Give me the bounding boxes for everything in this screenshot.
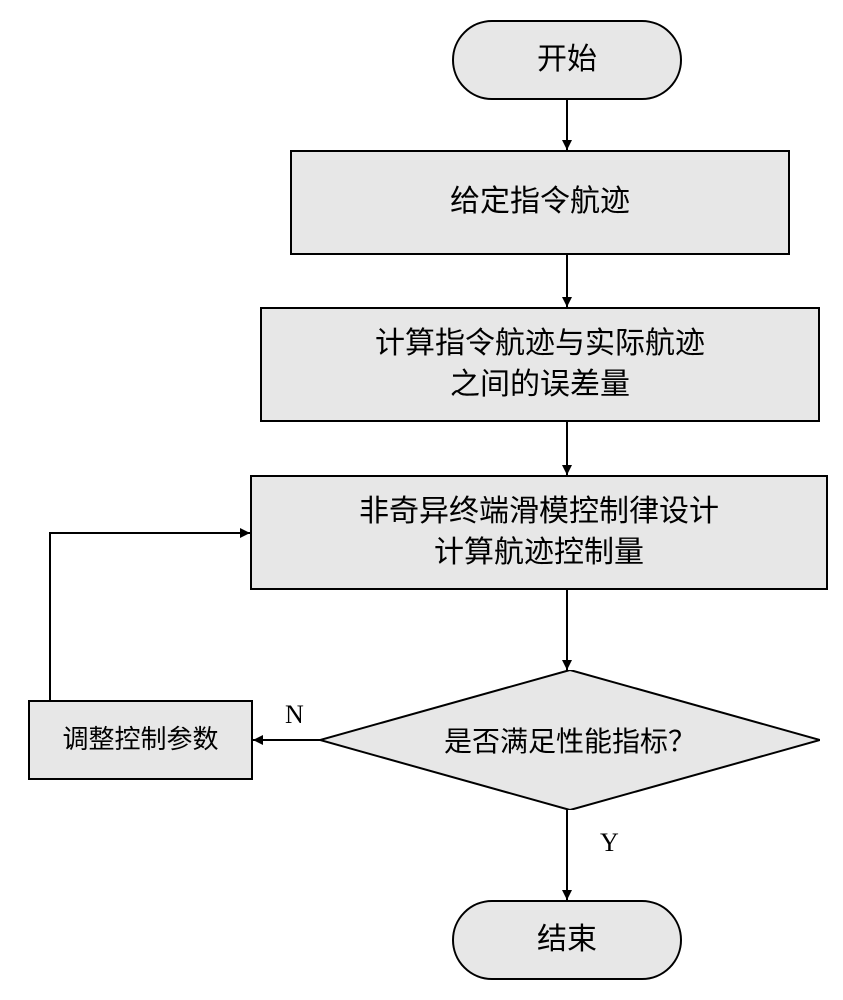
step-given-trajectory-label: 给定指令航迹 (450, 182, 630, 223)
start-label: 开始 (537, 40, 597, 81)
step-control-law-label: 非奇异终端滑模控制律设计计算航迹控制量 (359, 492, 719, 573)
end-label: 结束 (537, 920, 597, 961)
step-adjust-params-label: 调整控制参数 (62, 722, 218, 757)
start-terminator: 开始 (452, 20, 682, 100)
step-compute-error-label: 计算指令航迹与实际航迹之间的误差量 (375, 324, 705, 405)
end-terminator: 结束 (452, 900, 682, 980)
decision-label-text: 是否满足性能指标？ (444, 720, 696, 760)
decision-performance: 是否满足性能指标？ (320, 670, 820, 810)
step-given-trajectory: 给定指令航迹 (290, 150, 790, 255)
step-adjust-params: 调整控制参数 (28, 700, 253, 780)
flowchart-canvas: 开始 给定指令航迹 计算指令航迹与实际航迹之间的误差量 非奇异终端滑模控制律设计… (0, 0, 843, 1000)
step-compute-error: 计算指令航迹与实际航迹之间的误差量 (260, 307, 820, 422)
step-control-law: 非奇异终端滑模控制律设计计算航迹控制量 (250, 475, 828, 590)
edge-label-yes: Y (600, 828, 619, 858)
edge-label-no: N (285, 700, 304, 730)
